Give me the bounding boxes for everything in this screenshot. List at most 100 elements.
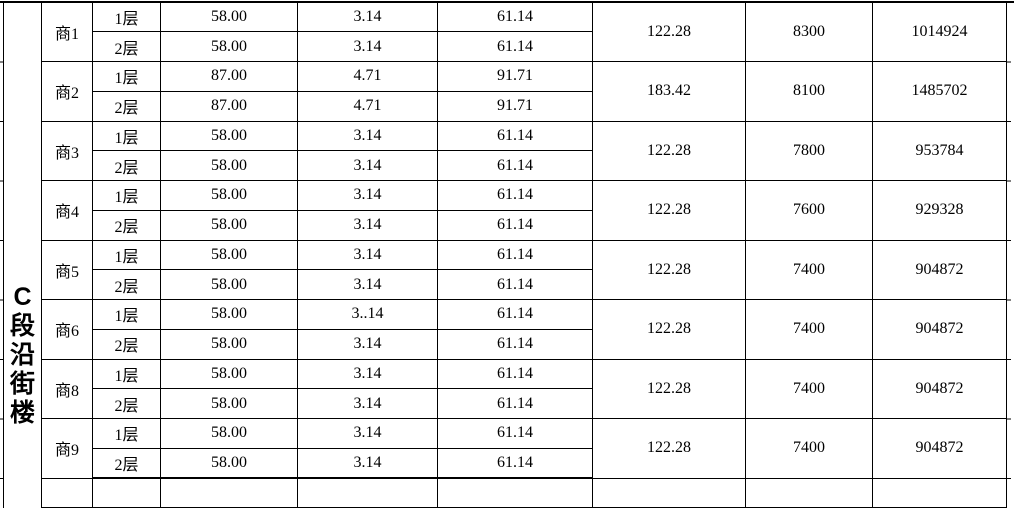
floor-cell[interactable]: 2层: [92, 90, 161, 122]
shop-total-area-cell[interactable]: 122.28: [592, 418, 746, 479]
unit-price-cell[interactable]: 7400: [745, 358, 873, 419]
apportioned-area-cell[interactable]: 3.14: [297, 180, 438, 211]
area-cell[interactable]: 58.00: [160, 120, 298, 152]
floor-total-cell[interactable]: 61.14: [437, 120, 593, 152]
unit-price-cell[interactable]: 8100: [745, 61, 873, 122]
area-cell[interactable]: 87.00: [160, 90, 298, 122]
area-cell[interactable]: 58.00: [160, 239, 298, 271]
floor-total-cell[interactable]: 91.71: [437, 90, 593, 122]
floor-cell[interactable]: 2层: [92, 269, 161, 300]
unit-price-cell[interactable]: 7400: [745, 239, 873, 300]
area-cell[interactable]: 58.00: [160, 447, 298, 479]
shop-name-cell[interactable]: 商5: [41, 239, 93, 300]
floor-total-cell[interactable]: 61.14: [437, 31, 593, 62]
floor-cell[interactable]: 2层: [92, 31, 161, 62]
apportioned-area-cell[interactable]: 3.14: [297, 269, 438, 300]
next-row-cell[interactable]: [592, 477, 746, 508]
apportioned-area-cell[interactable]: 3.14: [297, 150, 438, 181]
next-row-cell[interactable]: [297, 477, 438, 508]
floor-total-cell[interactable]: 61.14: [437, 1, 593, 33]
next-row-cell[interactable]: [41, 477, 93, 508]
apportioned-area-cell[interactable]: 3.14: [297, 239, 438, 271]
shop-name-cell[interactable]: 商8: [41, 358, 93, 419]
next-row-cell[interactable]: [745, 477, 873, 508]
floor-total-cell[interactable]: 61.14: [437, 299, 593, 330]
apportioned-area-cell[interactable]: 3.14: [297, 418, 438, 449]
shop-name-cell[interactable]: 商4: [41, 180, 93, 241]
floor-total-cell[interactable]: 61.14: [437, 388, 593, 419]
floor-total-cell[interactable]: 91.71: [437, 61, 593, 92]
area-cell[interactable]: 58.00: [160, 209, 298, 241]
shop-name-cell[interactable]: 商3: [41, 120, 93, 181]
apportioned-area-cell[interactable]: 3.14: [297, 120, 438, 152]
unit-price-cell[interactable]: 7600: [745, 180, 873, 241]
shop-total-area-cell[interactable]: 122.28: [592, 120, 746, 181]
shop-total-area-cell[interactable]: 183.42: [592, 61, 746, 122]
apportioned-area-cell[interactable]: 3.14: [297, 388, 438, 419]
next-row-cell[interactable]: [160, 477, 298, 508]
next-row-cell[interactable]: [872, 477, 1007, 508]
floor-total-cell[interactable]: 61.14: [437, 358, 593, 390]
shop-name-cell[interactable]: 商6: [41, 299, 93, 360]
apportioned-area-cell[interactable]: 3.14: [297, 1, 438, 33]
apportioned-area-cell[interactable]: 4.71: [297, 61, 438, 92]
floor-total-cell[interactable]: 61.14: [437, 328, 593, 360]
next-row-cell[interactable]: [437, 477, 593, 508]
shop-total-area-cell[interactable]: 122.28: [592, 299, 746, 360]
floor-total-cell[interactable]: 61.14: [437, 180, 593, 211]
apportioned-area-cell[interactable]: 3.14: [297, 209, 438, 241]
apportioned-area-cell[interactable]: 4.71: [297, 90, 438, 122]
floor-total-cell[interactable]: 61.14: [437, 269, 593, 300]
total-price-cell[interactable]: 904872: [872, 358, 1007, 419]
floor-cell[interactable]: 1层: [92, 61, 161, 92]
area-cell[interactable]: 58.00: [160, 150, 298, 181]
total-price-cell[interactable]: 904872: [872, 418, 1007, 479]
apportioned-area-cell[interactable]: 3.14: [297, 31, 438, 62]
shop-name-cell[interactable]: 商1: [41, 1, 93, 62]
area-cell[interactable]: 58.00: [160, 31, 298, 62]
unit-price-cell[interactable]: 7800: [745, 120, 873, 181]
area-cell[interactable]: 87.00: [160, 61, 298, 92]
total-price-cell[interactable]: 1014924: [872, 1, 1007, 62]
apportioned-area-cell[interactable]: 3.14: [297, 447, 438, 479]
shop-name-cell[interactable]: 商9: [41, 418, 93, 479]
unit-price-cell[interactable]: 8300: [745, 1, 873, 62]
floor-cell[interactable]: 1层: [92, 358, 161, 390]
unit-price-cell[interactable]: 7400: [745, 299, 873, 360]
unit-price-cell[interactable]: 7400: [745, 418, 873, 479]
floor-total-cell[interactable]: 61.14: [437, 239, 593, 271]
floor-cell[interactable]: 1层: [92, 180, 161, 211]
shop-name-cell[interactable]: 商2: [41, 61, 93, 122]
shop-total-area-cell[interactable]: 122.28: [592, 239, 746, 300]
floor-cell[interactable]: 2层: [92, 328, 161, 360]
floor-cell[interactable]: 2层: [92, 447, 161, 479]
floor-cell[interactable]: 2层: [92, 150, 161, 181]
area-cell[interactable]: 58.00: [160, 180, 298, 211]
floor-cell[interactable]: 2层: [92, 209, 161, 241]
floor-cell[interactable]: 1层: [92, 1, 161, 33]
shop-total-area-cell[interactable]: 122.28: [592, 358, 746, 419]
shop-total-area-cell[interactable]: 122.28: [592, 1, 746, 62]
area-cell[interactable]: 58.00: [160, 299, 298, 330]
total-price-cell[interactable]: 953784: [872, 120, 1007, 181]
floor-cell[interactable]: 1层: [92, 299, 161, 330]
next-row-cell[interactable]: [92, 477, 161, 508]
area-cell[interactable]: 58.00: [160, 269, 298, 300]
apportioned-area-cell[interactable]: 3..14: [297, 299, 438, 330]
total-price-cell[interactable]: 1485702: [872, 61, 1007, 122]
total-price-cell[interactable]: 929328: [872, 180, 1007, 241]
floor-cell[interactable]: 1层: [92, 120, 161, 152]
apportioned-area-cell[interactable]: 3.14: [297, 358, 438, 390]
total-price-cell[interactable]: 904872: [872, 239, 1007, 300]
floor-total-cell[interactable]: 61.14: [437, 150, 593, 181]
apportioned-area-cell[interactable]: 3.14: [297, 328, 438, 360]
floor-cell[interactable]: 1层: [92, 239, 161, 271]
area-cell[interactable]: 58.00: [160, 388, 298, 419]
section-header-cell[interactable]: C 段 沿 街 楼: [3, 1, 42, 508]
floor-cell[interactable]: 2层: [92, 388, 161, 419]
area-cell[interactable]: 58.00: [160, 328, 298, 360]
area-cell[interactable]: 58.00: [160, 358, 298, 390]
total-price-cell[interactable]: 904872: [872, 299, 1007, 360]
shop-total-area-cell[interactable]: 122.28: [592, 180, 746, 241]
area-cell[interactable]: 58.00: [160, 418, 298, 449]
